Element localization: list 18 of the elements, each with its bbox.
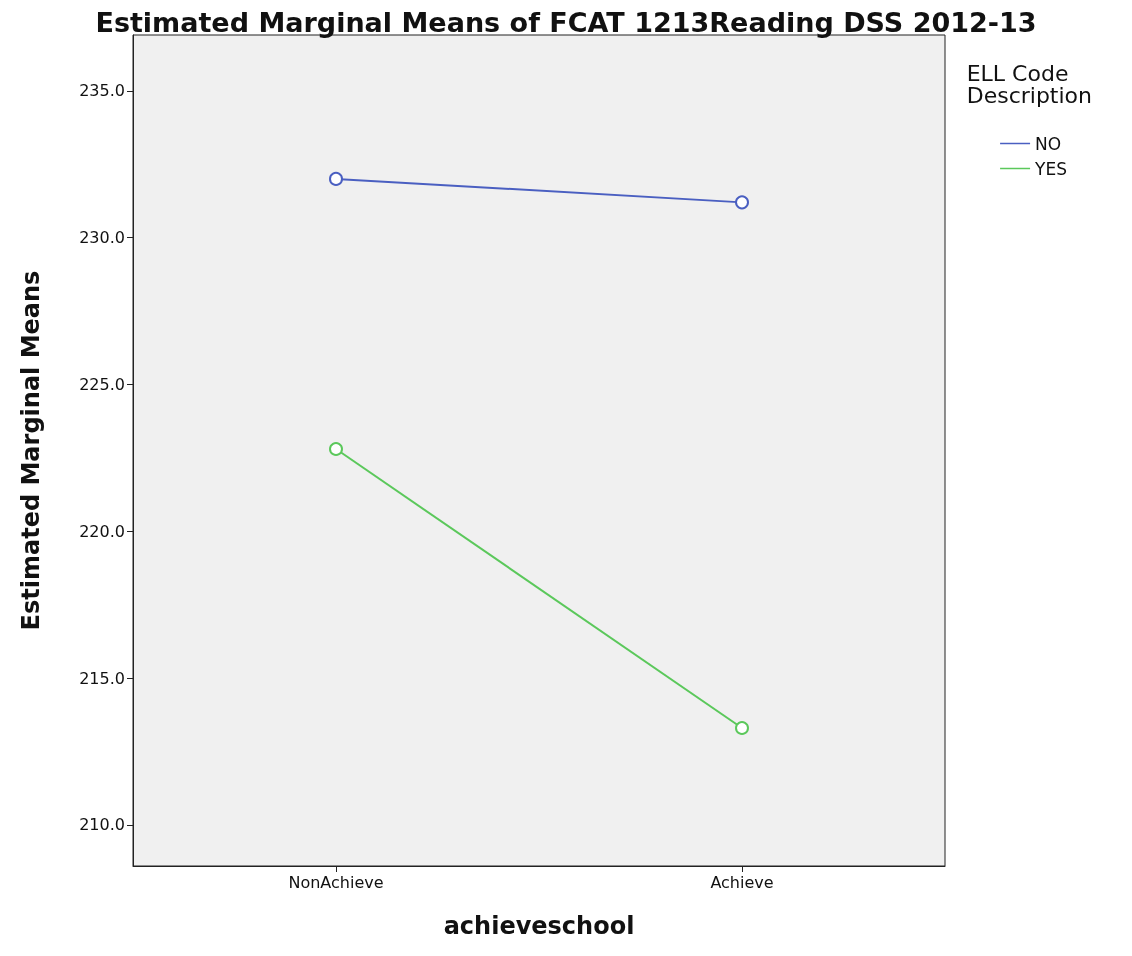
x-tick-label: Achieve [710,872,774,892]
point [735,195,749,210]
legend-label: NO [1035,133,1062,154]
y-tick-label: 210.0 [79,815,125,835]
y-tick-label: 230.0 [79,228,125,248]
point [329,171,343,186]
legend-label: YES [1034,158,1068,179]
y-axis-title: Estimated Marginal Means [17,270,45,631]
point [329,442,343,457]
y-tick-label: 215.0 [79,668,125,688]
y-tick-label: 235.0 [79,81,125,101]
legend-title: ELL Code Description [966,60,1092,108]
x-tick-label: NonAchieve [288,872,384,892]
y-tick-label: 220.0 [79,521,125,541]
chart-title: Estimated Marginal Means of FCAT 1213Reading DSS 2012-13 [95,7,1037,38]
x-axis-title: achieveschool [443,912,635,940]
y-tick-label: 225.0 [79,374,125,394]
point [735,720,749,735]
